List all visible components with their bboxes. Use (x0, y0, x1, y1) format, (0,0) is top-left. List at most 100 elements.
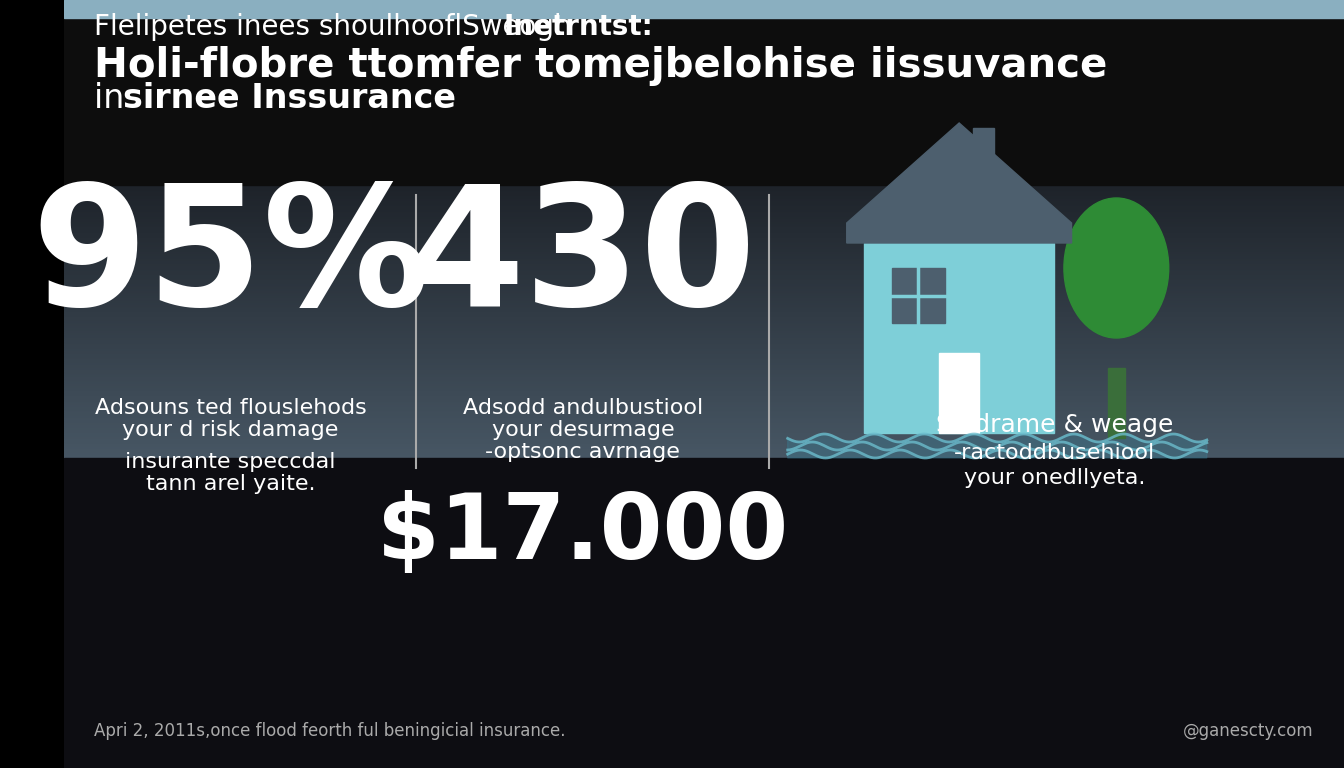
Bar (63, 700, 1344, 703)
Bar (63, 624, 1344, 625)
Bar (63, 317, 1344, 319)
Bar (63, 643, 1344, 644)
Bar (63, 250, 1344, 252)
Bar (63, 694, 1344, 695)
Bar (63, 260, 1344, 263)
Bar (63, 463, 1344, 465)
Bar (63, 349, 1344, 350)
Bar (63, 644, 1344, 646)
Bar (63, 197, 1344, 199)
Bar (63, 482, 1344, 484)
Bar (63, 591, 1344, 594)
Bar (63, 467, 1344, 468)
Bar (63, 0, 1344, 18)
Bar (63, 475, 1344, 477)
Bar (63, 326, 1344, 328)
Bar (63, 257, 1344, 259)
Bar (63, 571, 1344, 572)
Bar (63, 662, 1344, 664)
Bar (63, 247, 1344, 248)
Bar (63, 504, 1344, 505)
Bar (63, 429, 1344, 432)
Bar (63, 222, 1344, 223)
Bar (63, 283, 1344, 286)
Bar (63, 199, 1344, 201)
Bar (63, 595, 1344, 597)
Text: Sledrame & weage: Sledrame & weage (935, 413, 1173, 437)
Bar (63, 584, 1344, 586)
Bar (63, 280, 1344, 282)
Bar (63, 680, 1344, 681)
Bar (63, 636, 1344, 637)
Bar (63, 305, 1344, 306)
Bar (63, 372, 1344, 373)
Bar (63, 541, 1344, 542)
Bar (63, 395, 1344, 396)
Bar (63, 273, 1344, 275)
Bar (63, 428, 1344, 429)
Bar (63, 518, 1344, 519)
Bar (63, 620, 1344, 621)
Text: -optsonc avrnage: -optsonc avrnage (485, 442, 680, 462)
Bar (63, 365, 1344, 366)
Bar (63, 678, 1344, 680)
Bar (63, 444, 1344, 445)
Bar (63, 217, 1344, 218)
Bar (63, 415, 1344, 417)
Bar (63, 335, 1344, 336)
Bar (63, 497, 1344, 498)
Bar (63, 399, 1344, 402)
Bar (63, 613, 1344, 614)
Bar (63, 667, 1344, 669)
Bar (63, 660, 1344, 662)
Bar (63, 601, 1344, 602)
Bar (63, 474, 1344, 475)
Bar (63, 266, 1344, 268)
Text: @ganescty.com: @ganescty.com (1183, 722, 1313, 740)
Bar (63, 386, 1344, 387)
Bar (63, 505, 1344, 507)
Bar (63, 210, 1344, 211)
Text: -ractoddbusehiool: -ractoddbusehiool (954, 443, 1154, 463)
Bar (63, 289, 1344, 290)
Bar (63, 240, 1344, 241)
Bar (63, 507, 1344, 509)
Bar (63, 236, 1344, 238)
Bar (63, 345, 1344, 347)
Bar (63, 442, 1344, 444)
Bar (63, 268, 1344, 270)
Bar (63, 598, 1344, 601)
Bar (63, 338, 1344, 340)
Bar (63, 706, 1344, 708)
Bar (63, 370, 1344, 372)
Bar (63, 531, 1344, 534)
Bar (864, 243, 1055, 433)
Bar (63, 208, 1344, 210)
Bar (63, 528, 1344, 530)
Bar (63, 294, 1344, 296)
Bar (63, 546, 1344, 548)
Bar (63, 366, 1344, 368)
Bar (63, 655, 1344, 657)
Bar (63, 308, 1344, 310)
Bar (63, 523, 1344, 525)
Bar (63, 695, 1344, 697)
Bar (63, 565, 1344, 567)
Ellipse shape (1064, 198, 1169, 338)
Bar (63, 333, 1344, 335)
Bar (63, 699, 1344, 700)
Bar (63, 542, 1344, 544)
Bar (63, 226, 1344, 227)
Bar (63, 230, 1344, 233)
Bar (63, 458, 1344, 768)
Bar (63, 564, 1344, 565)
Bar (63, 650, 1344, 651)
Bar (63, 323, 1344, 324)
Bar (63, 190, 1344, 192)
Bar (63, 233, 1344, 234)
Bar (63, 588, 1344, 590)
Bar (63, 604, 1344, 606)
Bar (63, 238, 1344, 240)
Text: 430: 430 (409, 178, 757, 341)
Bar (63, 361, 1344, 362)
